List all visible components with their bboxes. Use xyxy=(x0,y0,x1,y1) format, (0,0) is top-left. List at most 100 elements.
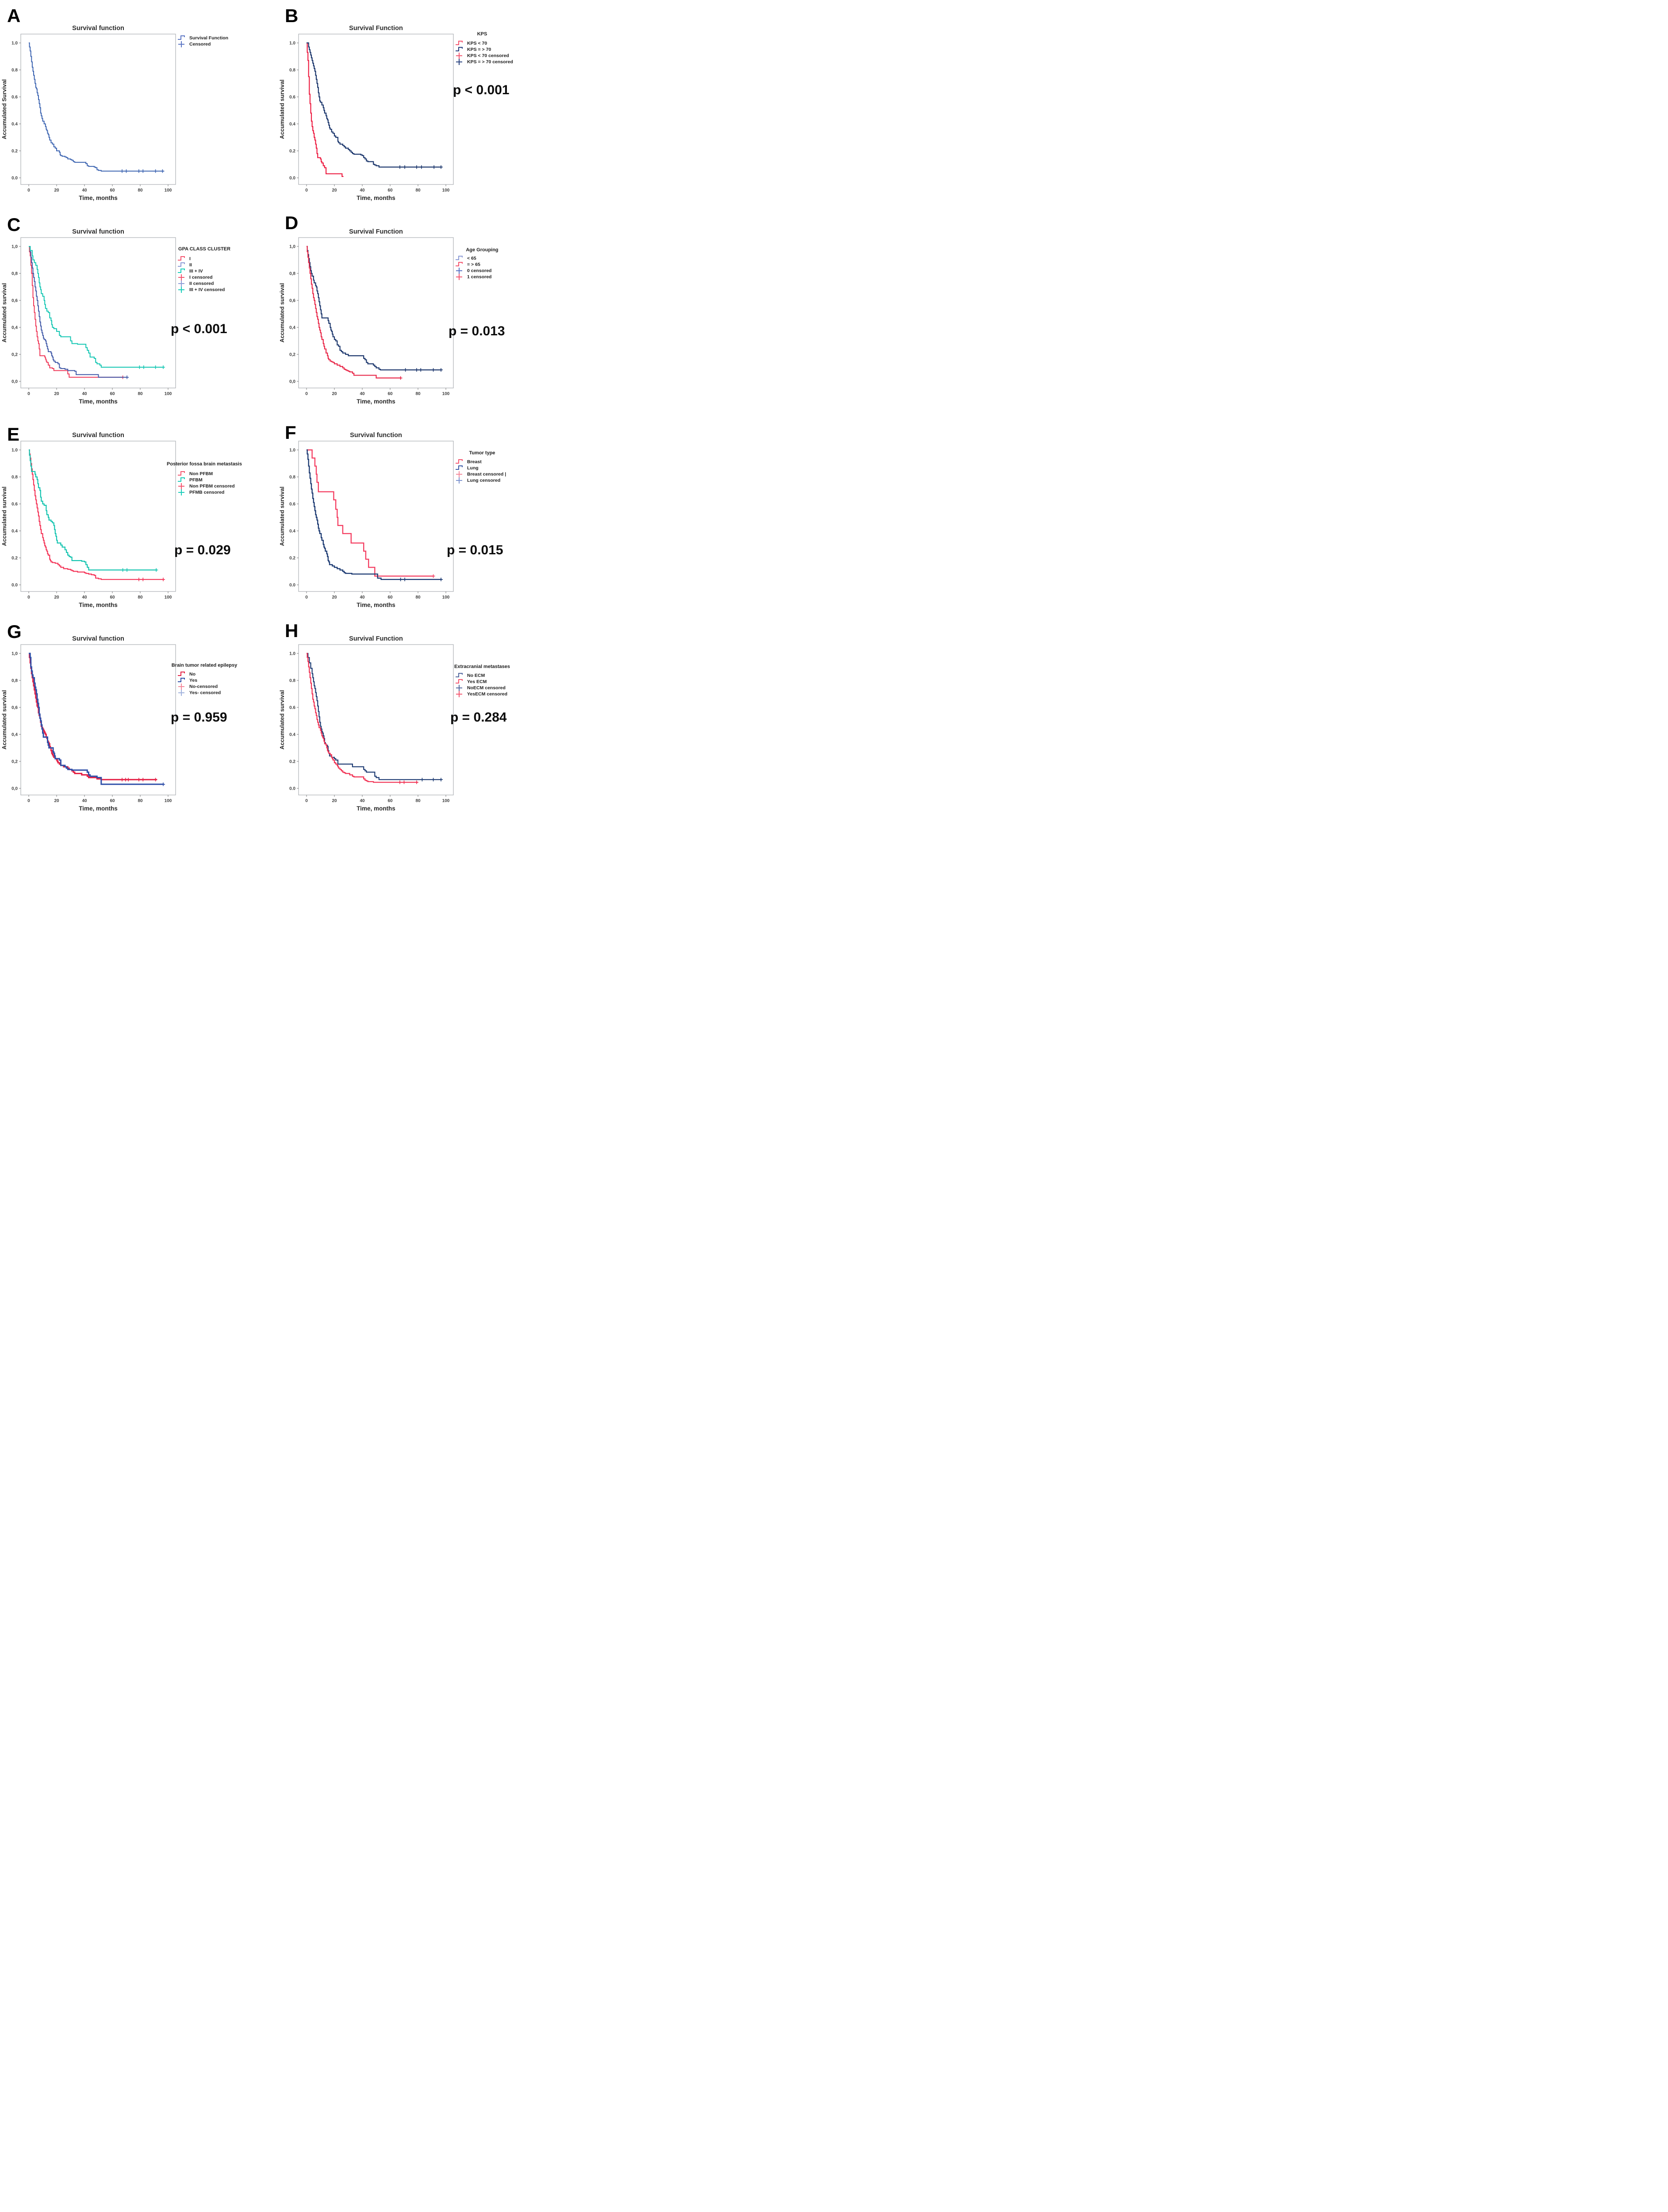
x-tick-label: 20 xyxy=(332,799,337,803)
x-tick-label: 60 xyxy=(110,392,115,396)
legend-censored-plus-icon xyxy=(456,471,462,477)
x-tick-label: 0 xyxy=(305,595,308,600)
y-tick-label: 0.6 xyxy=(289,95,295,100)
legend-item-label: Yes- censored xyxy=(189,690,221,695)
censor-mark xyxy=(420,778,424,782)
x-tick-label: 100 xyxy=(165,188,172,193)
x-tick-label: 80 xyxy=(138,188,143,193)
y-tick-label: 0.2 xyxy=(289,760,295,764)
legend-step-glyph xyxy=(178,269,185,273)
y-tick-label: 1.0 xyxy=(289,652,295,657)
y-tick-label: 0.8 xyxy=(289,475,295,480)
x-tick-label: 80 xyxy=(138,392,143,396)
panel-B: B Survival Function 1.0 0.8 0.6 0.4 0.2 0.0 0 20 4… xyxy=(278,0,556,204)
x-tick-label: 80 xyxy=(138,595,143,600)
y-tick-label: 0,2 xyxy=(12,760,18,764)
legend-censored-plus-icon xyxy=(178,690,184,696)
series-curve-no xyxy=(29,653,157,780)
y-tick-label: 0.6 xyxy=(12,502,18,507)
x-tick-label: 60 xyxy=(110,799,115,803)
y-tick-label: 0.8 xyxy=(289,68,295,73)
legend-item-label: Non PFBM xyxy=(189,471,213,476)
y-tick-label: 0.4 xyxy=(12,529,18,534)
y-tick-label: 1.0 xyxy=(289,448,295,453)
legend-item-label: Non PFBM censored xyxy=(189,484,235,489)
censor-mark xyxy=(125,568,129,572)
y-tick-label: 0,0 xyxy=(289,380,295,384)
censor-mark xyxy=(127,778,130,782)
censor-mark xyxy=(419,165,423,169)
series-curve-survival-function xyxy=(29,42,164,172)
censor-mark xyxy=(402,780,406,784)
plot-frame xyxy=(298,441,454,592)
y-tick-label: 0.0 xyxy=(289,583,295,588)
censor-mark xyxy=(124,169,128,173)
plot-frame xyxy=(20,237,176,388)
panel-E: E Survival function 1.0 0.8 0.6 0.4 0.2 0.0 0 20 4… xyxy=(0,407,278,611)
panel-A: A Survival function 1.0 0.8 0.6 0.4 0.2 0.0 0 20 4… xyxy=(0,0,278,204)
legend-item-label: KPS = > 70 censored xyxy=(467,59,513,65)
x-axis-label: Time, months xyxy=(79,195,118,201)
legend-item-label: YesECM censored xyxy=(467,691,507,697)
x-tick-label: 40 xyxy=(360,188,365,193)
legend-step-glyph xyxy=(456,679,463,684)
legend-item-label: < 65 xyxy=(467,256,476,261)
survival-figure-grid: A Survival function 1.0 0.8 0.6 0.4 0.2 0.0 0 20 4… xyxy=(0,0,556,814)
series-curve-yes xyxy=(29,653,164,785)
x-tick-label: 40 xyxy=(82,188,87,193)
censor-mark xyxy=(398,780,402,784)
x-tick-label: 80 xyxy=(415,188,421,193)
chart-title: Survival function xyxy=(72,635,124,642)
legend-item-label: PFBM xyxy=(189,477,203,483)
legend-censored-plus-icon xyxy=(456,685,462,691)
y-axis-label: Accumulated survival xyxy=(1,283,8,342)
plot-frame xyxy=(20,34,176,185)
legend-title: Brain tumor related epilepsy xyxy=(172,663,238,668)
y-tick-label: 0.4 xyxy=(289,733,295,737)
legend-item-label: No ECM xyxy=(467,673,485,678)
y-tick-label: 0.6 xyxy=(289,502,295,507)
p-value-annotation: p = 0.284 xyxy=(450,710,507,725)
y-axis-label: Accumulated survival xyxy=(1,487,8,546)
legend-step-glyph xyxy=(456,459,463,464)
x-tick-label: 60 xyxy=(387,188,393,193)
x-tick-label: 20 xyxy=(332,188,337,193)
y-tick-label: 0.0 xyxy=(12,176,18,181)
y-tick-label: 0,0 xyxy=(12,787,18,791)
panel-B-chart: B Survival Function 1.0 0.8 0.6 0.4 0.2 0.0 0 20 4… xyxy=(279,5,513,201)
censor-mark xyxy=(125,375,129,379)
x-axis-label: Time, months xyxy=(357,398,395,405)
legend-item-label: I censored xyxy=(189,275,213,280)
series-curve-pfbm xyxy=(29,449,157,571)
plot-frame xyxy=(298,237,454,388)
censor-mark xyxy=(399,577,403,581)
x-tick-label: 80 xyxy=(138,799,143,803)
legend-item-label: Breast censored | xyxy=(467,472,506,477)
series-curve-kps-70 xyxy=(307,42,344,177)
legend-step-glyph xyxy=(178,672,185,676)
y-tick-label: 1,0 xyxy=(12,652,18,657)
x-tick-label: 0 xyxy=(27,188,30,193)
x-tick-label: 40 xyxy=(82,799,87,803)
y-axis-label: Accumulated survival xyxy=(279,80,285,139)
plot-frame xyxy=(298,34,454,185)
censor-mark xyxy=(432,165,436,169)
y-tick-label: 0.8 xyxy=(289,679,295,684)
x-axis-label: Time, months xyxy=(79,602,118,608)
panel-letter-D: D xyxy=(285,212,298,233)
legend-step-glyph xyxy=(456,262,463,266)
y-tick-label: 0.8 xyxy=(12,475,18,480)
x-tick-label: 20 xyxy=(54,595,59,600)
x-axis-label: Time, months xyxy=(357,805,395,812)
y-tick-label: 0.4 xyxy=(289,529,295,534)
panel-letter-F: F xyxy=(285,422,296,443)
plot-frame xyxy=(20,644,176,795)
series-curve-non-pfbm xyxy=(29,449,164,580)
legend-item-label: II xyxy=(189,262,192,268)
series-curve-lung xyxy=(307,449,442,580)
p-value-annotation: p = 0.015 xyxy=(447,543,503,557)
legend-title: KPS xyxy=(477,31,487,37)
x-axis-label: Time, months xyxy=(79,805,118,812)
y-axis-label: Accumulated survival xyxy=(279,487,285,546)
censor-mark xyxy=(137,778,141,782)
